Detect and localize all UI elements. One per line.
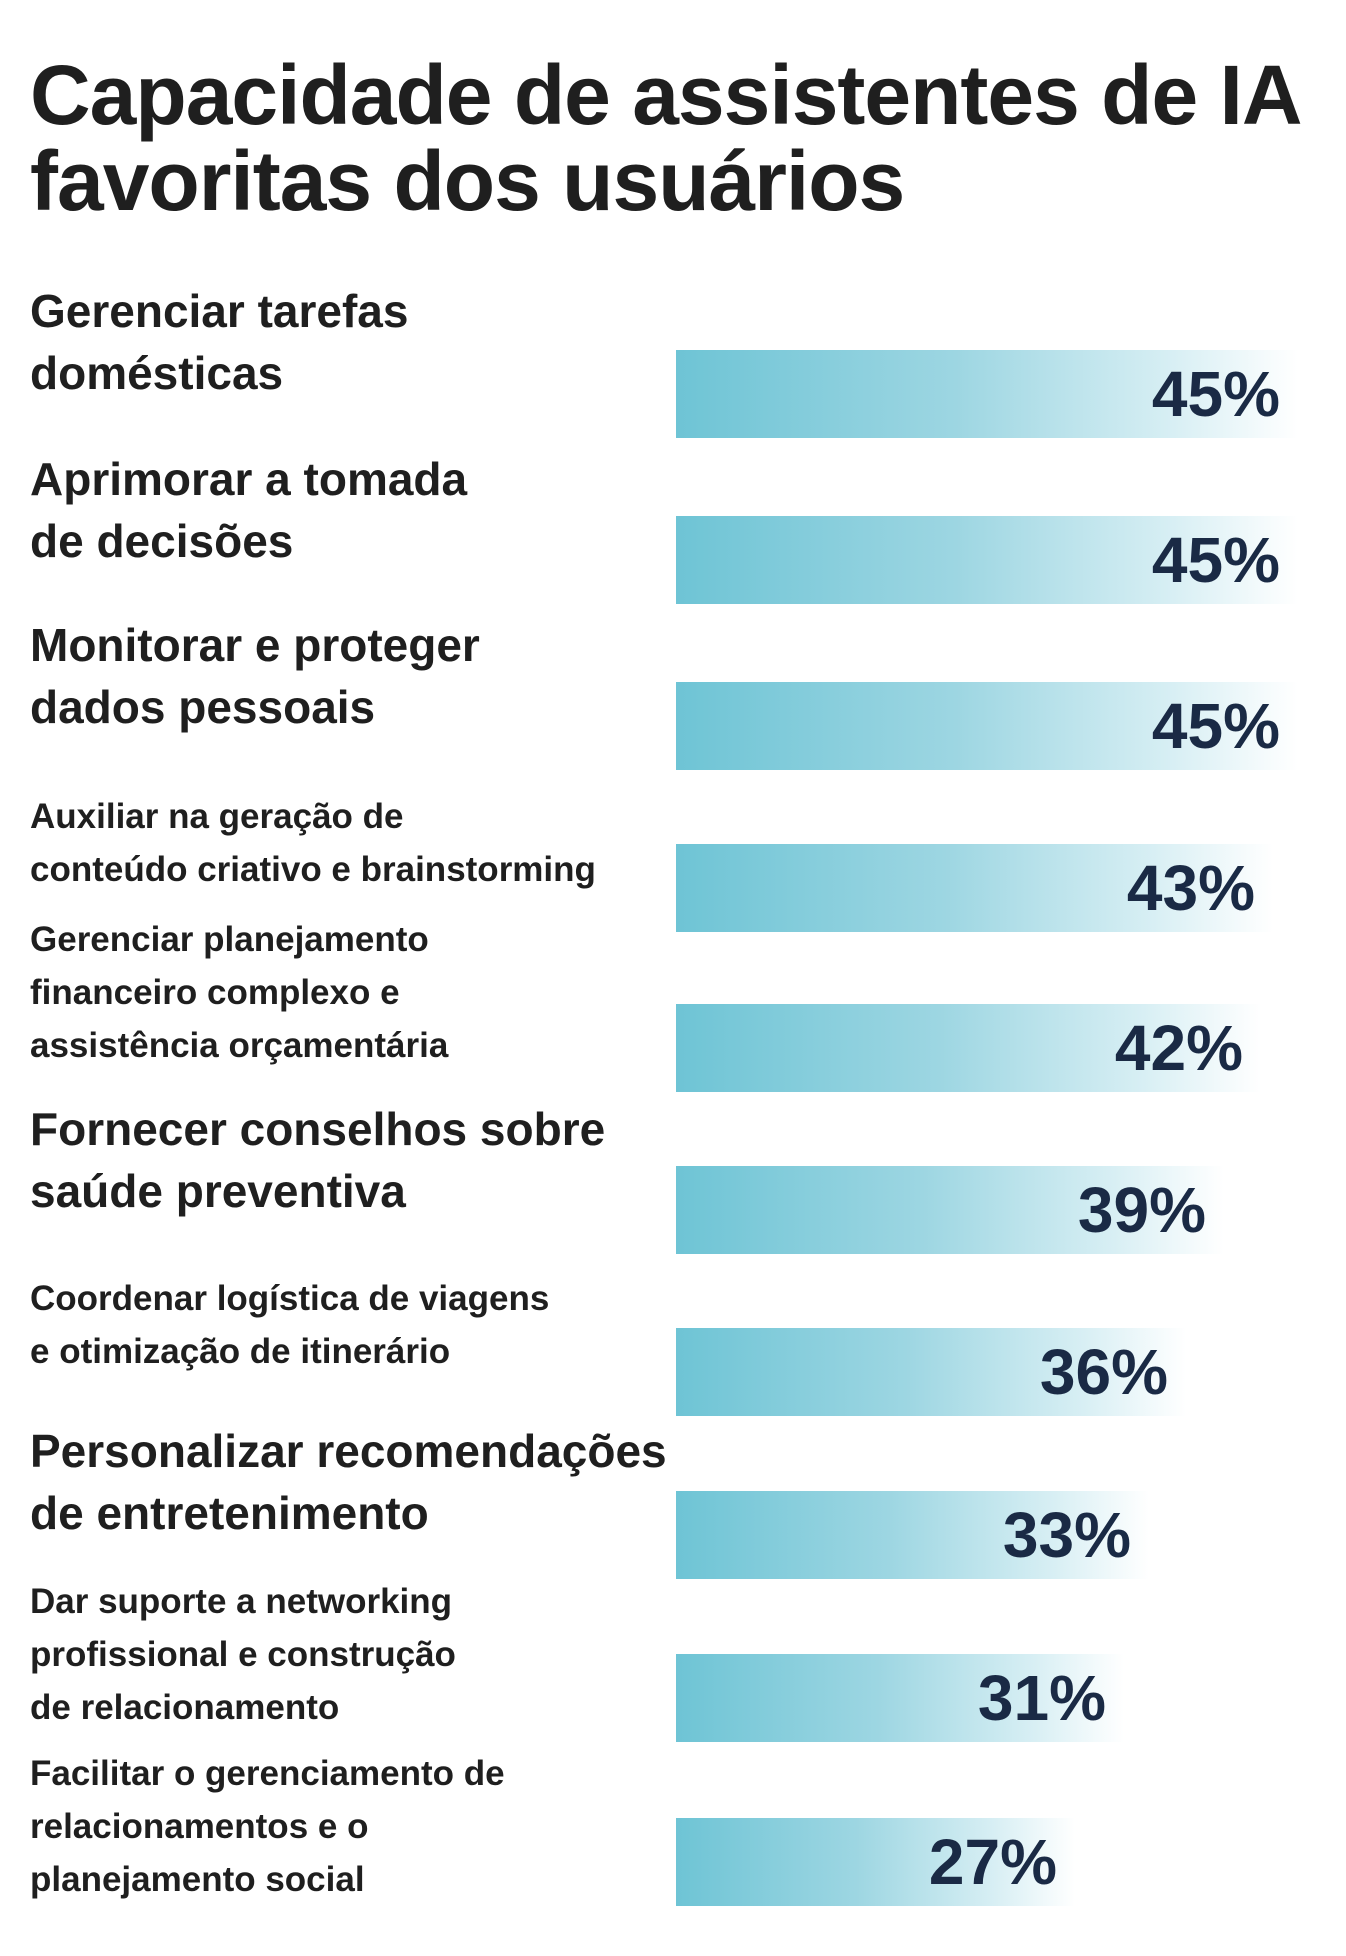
data-label: 45% xyxy=(1151,358,1280,430)
data-label: 33% xyxy=(1002,1499,1131,1571)
bar xyxy=(676,1818,1075,1906)
data-label: 27% xyxy=(928,1826,1057,1898)
bar xyxy=(676,1166,1224,1254)
bar xyxy=(676,1328,1186,1416)
category-label: Facilitar o gerenciamento de relacioname… xyxy=(30,1754,505,1899)
bar xyxy=(676,1654,1124,1742)
data-label: 39% xyxy=(1077,1174,1206,1246)
data-label: 45% xyxy=(1151,524,1280,596)
data-label: 45% xyxy=(1151,690,1280,762)
data-label: 36% xyxy=(1039,1336,1168,1408)
bar xyxy=(676,350,1298,438)
bar xyxy=(676,682,1298,770)
category-label: Aprimorar a tomada de decisões xyxy=(30,453,468,567)
bar xyxy=(676,844,1273,932)
data-label: 31% xyxy=(977,1662,1106,1734)
data-label: 42% xyxy=(1114,1012,1243,1084)
category-label: Auxiliar na geração de conteúdo criativo… xyxy=(30,797,596,889)
category-label: Gerenciar tarefas domésticas xyxy=(30,285,409,399)
bar xyxy=(676,1004,1261,1092)
category-label: Dar suporte a networking profissional e … xyxy=(30,1582,456,1727)
category-label: Fornecer conselhos sobre saúde preventiv… xyxy=(30,1103,606,1217)
chart-title: Capacidade de assistentes de IA favorita… xyxy=(30,48,1299,228)
bar xyxy=(676,516,1298,604)
category-label: Gerenciar planejamento financeiro comple… xyxy=(30,920,449,1065)
data-label: 43% xyxy=(1126,852,1255,924)
category-label: Personalizar recomendações de entretenim… xyxy=(30,1425,667,1539)
category-label: Coordenar logística de viagens e otimiza… xyxy=(30,1279,550,1371)
category-label: Monitorar e proteger dados pessoais xyxy=(30,619,480,733)
bar xyxy=(676,1491,1149,1579)
